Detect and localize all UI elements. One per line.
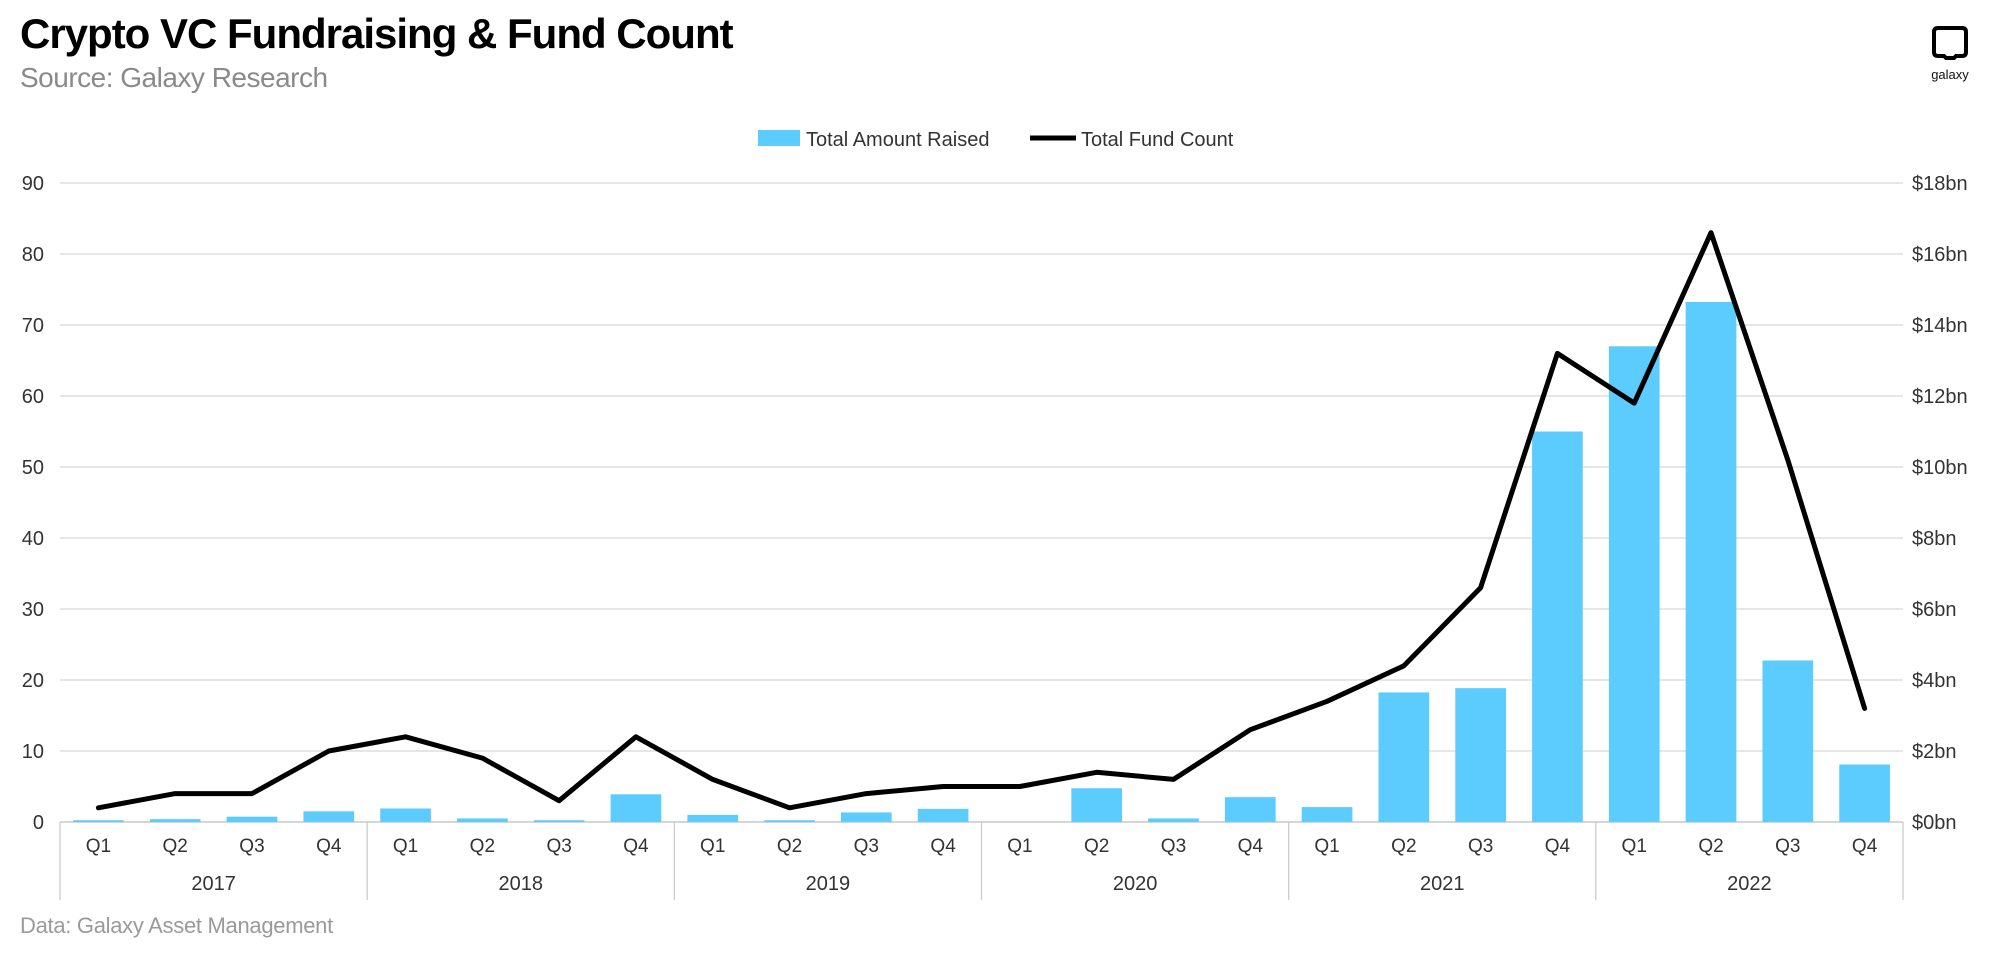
right-tick-label: $18bn [1912, 173, 1968, 195]
bar [840, 812, 892, 822]
left-tick-label: 60 [22, 386, 44, 408]
left-tick-label: 90 [22, 173, 44, 195]
quarter-tick-label: Q3 [1161, 836, 1186, 857]
quarter-tick-label: Q2 [470, 836, 495, 857]
year-group-label: 2022 [1727, 873, 1772, 895]
left-axis: 0 10 20 30 40 50 60 70 80 90 [22, 173, 44, 834]
logo-text: galaxy [1931, 67, 1969, 82]
bar [610, 794, 662, 822]
quarter-tick-label: Q3 [854, 836, 879, 857]
bar [457, 818, 508, 822]
bar [1148, 818, 1199, 822]
bar [533, 820, 585, 822]
quarter-tick-label: Q1 [1622, 836, 1647, 857]
quarter-tick-label: Q1 [1007, 836, 1032, 857]
legend-swatch-bar [758, 130, 800, 146]
bar [917, 808, 969, 822]
bar [303, 811, 355, 822]
right-tick-label: $8bn [1912, 528, 1957, 550]
bar [687, 814, 739, 822]
bar-series [73, 301, 1890, 822]
bar [1301, 807, 1353, 822]
quarter-tick-label: Q1 [86, 836, 111, 857]
quarter-tick-label: Q2 [777, 836, 802, 857]
bar [226, 816, 278, 822]
quarter-tick-label: Q2 [1391, 836, 1416, 857]
chart-title: Crypto VC Fundraising & Fund Count [20, 10, 734, 57]
quarter-tick-label: Q3 [546, 836, 571, 857]
fund-count-line [95, 230, 1868, 811]
left-tick-label: 50 [22, 457, 44, 479]
chart-subtitle: Source: Galaxy Research [20, 62, 328, 93]
left-tick-label: 70 [22, 315, 44, 337]
bar [380, 808, 431, 822]
footer-note: Data: Galaxy Asset Management [20, 913, 333, 938]
quarter-tick-label: Q4 [623, 836, 649, 857]
quarter-tick-label: Q4 [1238, 836, 1264, 857]
quarter-tick-label: Q1 [393, 836, 418, 857]
quarter-tick-label: Q1 [700, 836, 725, 857]
galaxy-logo-icon [1932, 26, 1968, 60]
right-tick-label: $4bn [1912, 670, 1957, 692]
left-tick-label: 20 [22, 670, 44, 692]
bar [1224, 797, 1276, 822]
year-group-label: 2021 [1420, 873, 1465, 895]
year-group-label: 2018 [499, 873, 544, 895]
year-group-label: 2020 [1113, 873, 1158, 895]
quarter-tick-label: Q4 [1852, 836, 1878, 857]
right-tick-label: $10bn [1912, 457, 1968, 479]
bar [73, 820, 124, 822]
right-tick-label: $12bn [1912, 386, 1968, 408]
galaxy-logo: galaxy [1922, 26, 1978, 82]
bar [1532, 431, 1583, 822]
quarter-tick-label: Q1 [1314, 836, 1339, 857]
right-tick-label: $16bn [1912, 244, 1968, 266]
bar [1608, 346, 1660, 822]
left-tick-label: 10 [22, 741, 44, 763]
right-tick-label: $2bn [1912, 741, 1957, 763]
right-tick-label: $14bn [1912, 315, 1968, 337]
x-axis: Q1 Q2 Q3 Q4 Q1 Q2 Q3 Q4 Q1 Q2 Q3 Q4 Q1 Q2 Q3 Q4 Q1 Q2 Q3 Q4… [59, 822, 1904, 900]
line-series [95, 230, 1868, 811]
combo-chart: Total Amount Raised Total Fund Count 0 10 2… [22, 129, 1968, 900]
right-axis: $0bn $2bn $4bn $6bn $8bn $10bn $12bn $14bn $16bn… [1912, 173, 1968, 834]
quarter-tick-label: Q2 [1084, 836, 1109, 857]
bar [149, 819, 201, 822]
quarter-tick-label: Q4 [316, 836, 342, 857]
quarter-tick-label: Q3 [1775, 836, 1800, 857]
right-tick-label: $0bn [1912, 812, 1957, 834]
bar [1455, 688, 1506, 822]
year-group-label: 2019 [806, 873, 851, 895]
year-group-label: 2017 [191, 873, 236, 895]
left-tick-label: 0 [33, 812, 44, 834]
right-tick-label: $6bn [1912, 599, 1957, 621]
legend-label-bar: Total Amount Raised [806, 129, 989, 151]
quarter-tick-label: Q4 [1545, 836, 1571, 857]
quarter-tick-label: Q2 [1698, 836, 1723, 857]
quarter-tick-label: Q2 [163, 836, 188, 857]
bar [1378, 692, 1430, 822]
legend-label-line: Total Fund Count [1081, 129, 1234, 151]
quarter-tick-label: Q3 [239, 836, 264, 857]
quarter-tick-label: Q3 [1468, 836, 1493, 857]
left-tick-label: 80 [22, 244, 44, 266]
left-tick-label: 30 [22, 599, 44, 621]
bar [1685, 301, 1737, 822]
left-tick-label: 40 [22, 528, 44, 550]
bar [1762, 660, 1814, 822]
quarter-tick-label: Q4 [930, 836, 956, 857]
bar [764, 820, 815, 822]
legend: Total Amount Raised Total Fund Count [758, 129, 1234, 151]
bar [1839, 764, 1890, 822]
bar [1071, 788, 1123, 822]
